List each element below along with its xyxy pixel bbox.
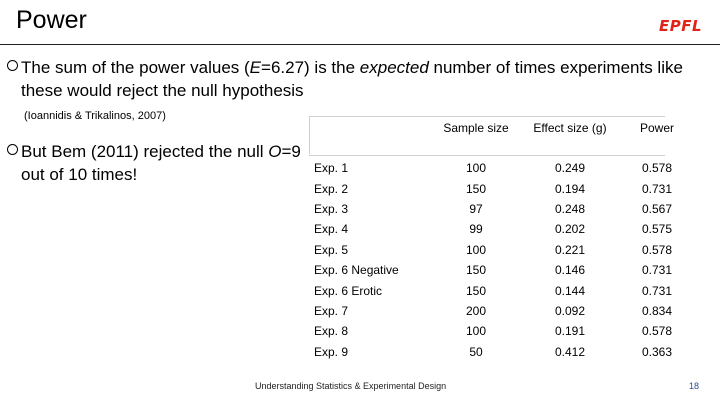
table-header-left-edge: [309, 116, 310, 154]
cell-sample-size: 150: [465, 263, 487, 278]
citation: (Ioannidis & Trikalinos, 2007): [24, 110, 166, 122]
bullet-bem-rejected: But Bem (2011) rejected the null O=9 out…: [7, 140, 302, 186]
footer-course-title: Understanding Statistics & Experimental …: [255, 381, 447, 391]
cell-power: 0.578: [641, 161, 673, 176]
table-row: Exp. 6 Erotic 150 0.144 0.731: [310, 280, 704, 300]
cell-power: 0.363: [641, 344, 673, 359]
title-divider: [0, 44, 720, 45]
cell-effect-size: 0.248: [554, 201, 586, 216]
cell-sample-size: 100: [465, 242, 487, 257]
table-row: Exp. 2 150 0.194 0.731: [310, 178, 704, 198]
bullet-expected-power-text: The sum of the power values (E=6.27) is …: [21, 58, 683, 100]
cell-sample-size: 150: [465, 181, 487, 196]
page-number: 18: [689, 381, 700, 391]
cell-sample-size: 100: [465, 161, 487, 176]
cell-power: 0.578: [641, 324, 673, 339]
cell-effect-size: 0.191: [554, 324, 586, 339]
table-row: Exp. 9 50 0.412 0.363: [310, 342, 704, 362]
bullet-circle-icon: [7, 60, 18, 71]
bullet-expected-power: The sum of the power values (E=6.27) is …: [7, 56, 712, 102]
cell-power: 0.578: [641, 242, 673, 257]
table-row: Exp. 8 100 0.191 0.578: [310, 321, 704, 341]
cell-effect-size: 0.412: [554, 344, 586, 359]
cell-effect-size: 0.146: [554, 263, 586, 278]
cell-experiment: Exp. 4: [314, 222, 349, 237]
cell-power: 0.731: [641, 283, 673, 298]
cell-power: 0.731: [641, 263, 673, 278]
table-header-band: [309, 116, 665, 156]
cell-experiment: Exp. 6 Negative: [314, 263, 399, 278]
cell-effect-size: 0.249: [554, 161, 586, 176]
cell-experiment: Exp. 8: [314, 324, 349, 339]
cell-sample-size: 200: [465, 303, 487, 318]
table-row: Exp. 5 100 0.221 0.578: [310, 240, 704, 260]
cell-sample-size: 100: [465, 324, 487, 339]
cell-effect-size: 0.144: [554, 283, 586, 298]
header-power: Power: [639, 121, 674, 135]
cell-experiment: Exp. 6 Erotic: [314, 283, 383, 298]
table-row: Exp. 4 99 0.202 0.575: [310, 219, 704, 239]
cell-power: 0.834: [641, 303, 673, 318]
table-row: Exp. 3 97 0.248 0.567: [310, 199, 704, 219]
cell-sample-size: 99: [469, 222, 483, 237]
cell-experiment: Exp. 7: [314, 303, 349, 318]
cell-power: 0.567: [641, 201, 673, 216]
cell-sample-size: 150: [465, 283, 487, 298]
experiments-table: Sample size Effect size (g) Power Exp. 1…: [310, 116, 704, 362]
cell-power: 0.731: [641, 181, 673, 196]
cell-sample-size: 97: [469, 201, 483, 216]
cell-experiment: Exp. 5: [314, 242, 349, 257]
cell-sample-size: 50: [469, 344, 483, 359]
header-sample-size: Sample size: [443, 121, 509, 135]
bullet-bem-rejected-text: But Bem (2011) rejected the null O=9 out…: [21, 142, 301, 184]
table-row: Exp. 7 200 0.092 0.834: [310, 301, 704, 321]
cell-experiment: Exp. 9: [314, 344, 349, 359]
epfl-logo: EPFL: [659, 17, 703, 35]
cell-effect-size: 0.221: [554, 242, 586, 257]
header-effect-size: Effect size (g): [533, 121, 607, 135]
cell-effect-size: 0.194: [554, 181, 586, 196]
header-experiment: [310, 116, 422, 158]
cell-power: 0.575: [641, 222, 673, 237]
slide-title: Power: [16, 6, 87, 34]
cell-effect-size: 0.202: [554, 222, 586, 237]
table-header-row: Sample size Effect size (g) Power: [310, 116, 704, 158]
bullet-circle-icon: [7, 144, 18, 155]
cell-experiment: Exp. 3: [314, 201, 349, 216]
cell-effect-size: 0.092: [554, 303, 586, 318]
cell-experiment: Exp. 1: [314, 161, 349, 176]
cell-experiment: Exp. 2: [314, 181, 349, 196]
table-row: Exp. 6 Negative 150 0.146 0.731: [310, 260, 704, 280]
table-row: Exp. 1 100 0.249 0.578: [310, 158, 704, 178]
